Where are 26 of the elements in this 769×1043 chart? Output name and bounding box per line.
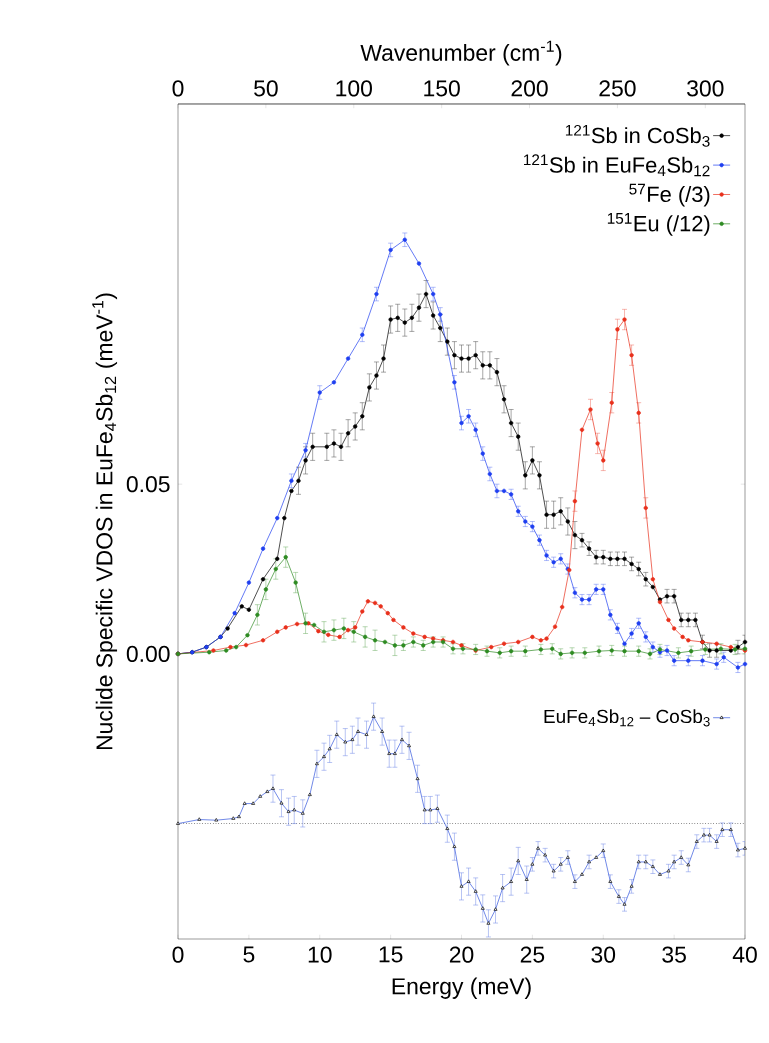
x2-tick-label: 100 <box>336 80 372 97</box>
legend-label: EuFe$_{4}$Sb$_{12}$ – CoSb$_{3}$ <box>544 709 710 727</box>
x-tick-label: 30 <box>591 946 616 963</box>
x-axis-title: Energy (meV) <box>392 977 531 999</box>
x-tick-label: 25 <box>520 946 545 963</box>
x2-tick-label: 300 <box>687 80 724 97</box>
x2-tick-label: 200 <box>511 80 548 97</box>
y-tick-label: 0.05 <box>126 476 170 493</box>
x2-tick-label: 250 <box>599 80 636 97</box>
legend-label: $^{121}$Sb in EuFe$_{4}$Sb$_{12}$ <box>524 154 710 177</box>
legend-label: $^{121}$Sb in CoSb$_{3}$ <box>565 124 710 147</box>
x2-axis-title: Wavenumber (cm$^{-1}$) <box>360 40 562 66</box>
x-tick-label: 15 <box>379 946 403 963</box>
x-tick-label: 0 <box>172 946 184 963</box>
y-axis-title: Nuclide Specific VDOS in EuFe$_{4}$Sb$_{12}$ (meV$^{-1}$) <box>92 293 118 750</box>
legend-label: $^{57}$Fe (/3) <box>629 183 710 207</box>
x-tick-label: 20 <box>449 946 474 963</box>
x2-tick-label: 50 <box>254 80 278 97</box>
x-tick-label: 35 <box>662 946 686 963</box>
x2-tick-label: 0 <box>172 80 184 97</box>
x-tick-label: 10 <box>308 946 332 963</box>
x-tick-label: 5 <box>243 946 255 963</box>
legend-label: $^{151}$Eu (/12) <box>607 213 710 236</box>
x-tick-label: 40 <box>732 946 757 963</box>
y-tick-label: 0.00 <box>126 645 170 662</box>
x2-tick-label: 150 <box>424 80 460 97</box>
